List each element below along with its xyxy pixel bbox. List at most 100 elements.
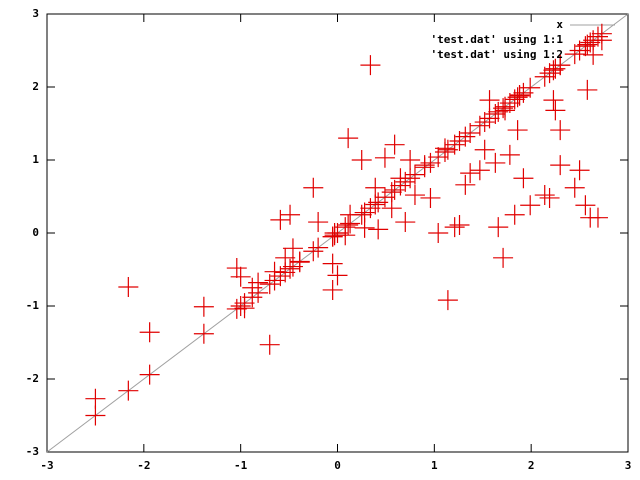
point <box>259 274 280 295</box>
point <box>234 298 255 319</box>
point <box>420 187 441 208</box>
point <box>368 219 389 240</box>
point <box>580 32 601 53</box>
point <box>193 296 214 317</box>
point <box>85 405 106 426</box>
point <box>226 298 247 319</box>
point <box>469 115 490 136</box>
point <box>455 126 476 147</box>
point <box>485 104 506 125</box>
point <box>118 380 139 401</box>
point <box>444 134 465 155</box>
y-tick-label: -2 <box>26 372 39 385</box>
point <box>474 112 495 133</box>
x-tick-label: -3 <box>40 459 53 472</box>
point <box>335 225 356 246</box>
point <box>543 90 564 111</box>
point <box>449 214 470 235</box>
point <box>374 147 395 168</box>
point <box>504 204 525 225</box>
point <box>545 100 566 121</box>
point <box>248 272 269 293</box>
point <box>414 155 435 176</box>
point <box>365 177 386 198</box>
point <box>545 58 566 79</box>
point <box>564 177 585 198</box>
point <box>488 217 509 238</box>
point <box>395 212 416 233</box>
point <box>507 120 528 141</box>
point <box>455 174 476 195</box>
point <box>520 77 541 98</box>
point <box>449 131 470 152</box>
y-tick-label: -3 <box>26 445 39 458</box>
point <box>327 265 348 286</box>
x-tick-label: 1 <box>431 459 438 472</box>
point <box>520 195 541 216</box>
y-tick-label: 1 <box>32 153 39 166</box>
x-tick-label: 0 <box>334 459 341 472</box>
point <box>230 266 251 287</box>
point <box>437 290 458 311</box>
point <box>308 237 329 258</box>
point <box>404 164 425 185</box>
point <box>384 134 405 155</box>
point <box>539 187 560 208</box>
point <box>469 160 490 181</box>
point <box>85 388 106 409</box>
point <box>499 93 520 114</box>
point <box>230 296 251 316</box>
point <box>534 185 555 206</box>
point <box>499 144 520 165</box>
point <box>395 171 416 192</box>
point <box>569 40 590 61</box>
point <box>404 185 425 206</box>
point <box>384 179 405 200</box>
y-tick-label: 3 <box>32 7 39 20</box>
point <box>493 247 514 268</box>
y-tick-label: 0 <box>32 226 39 239</box>
point <box>460 122 481 143</box>
point <box>365 194 386 215</box>
x-tick-label: -2 <box>137 459 150 472</box>
point <box>587 26 608 47</box>
point <box>139 364 160 385</box>
legend-label: x <box>556 18 563 31</box>
point <box>351 150 372 170</box>
point <box>259 334 280 355</box>
point <box>340 204 361 225</box>
point <box>280 204 301 225</box>
legend-label: 'test.dat' using 1:2 <box>431 48 563 61</box>
point <box>591 30 612 51</box>
point <box>550 120 571 141</box>
point <box>485 152 506 173</box>
point <box>444 217 465 238</box>
point <box>338 128 359 149</box>
point <box>226 258 247 279</box>
point <box>575 36 596 57</box>
point <box>428 223 449 243</box>
x-tick-label: -1 <box>234 459 248 472</box>
point <box>270 209 291 230</box>
point <box>550 55 571 76</box>
point <box>577 34 598 55</box>
point <box>474 139 495 160</box>
point <box>303 177 324 198</box>
point <box>575 195 596 216</box>
point <box>550 155 571 176</box>
point <box>507 87 528 108</box>
y-tick-label: -1 <box>26 299 40 312</box>
point <box>564 44 585 65</box>
point <box>322 226 343 247</box>
point <box>354 217 375 238</box>
point <box>322 253 343 274</box>
point <box>390 168 411 189</box>
legend-label: 'test.dat' using 1:1 <box>431 33 564 46</box>
point <box>513 168 534 189</box>
point <box>338 214 359 235</box>
point <box>282 238 303 259</box>
point <box>583 44 604 65</box>
point <box>193 323 214 344</box>
